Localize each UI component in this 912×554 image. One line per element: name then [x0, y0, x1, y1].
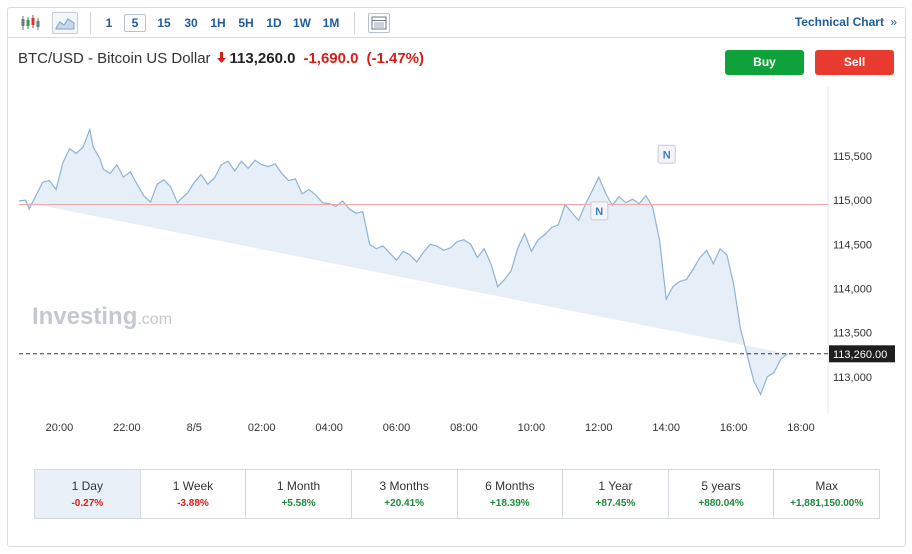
current-price-tag: 113,260.00 — [829, 345, 895, 363]
x-tick-label: 22:00 — [113, 422, 141, 434]
period-change: +5.58% — [281, 498, 316, 509]
x-tick-label: 16:00 — [720, 422, 748, 434]
period-change: -3.88% — [177, 498, 209, 509]
y-tick-label: 114,000 — [833, 283, 872, 295]
x-tick-label: 14:00 — [652, 422, 680, 434]
toolbar-divider — [90, 12, 91, 34]
x-tick-label: 06:00 — [383, 422, 411, 434]
x-tick-label: 20:00 — [46, 422, 74, 434]
period-label: 1 Day — [71, 479, 103, 493]
y-tick-label: 115,500 — [833, 151, 872, 163]
news-marker[interactable]: N — [590, 201, 609, 221]
y-tick-label: 113,000 — [833, 372, 872, 384]
x-tick-label: 18:00 — [787, 422, 815, 434]
period-label: 1 Week — [172, 479, 214, 493]
period-change: +18.39% — [489, 498, 530, 509]
last-price: 113,260.0 — [229, 50, 296, 67]
period-change: +1,881,150.00% — [790, 498, 864, 509]
y-tick-label: 115,000 — [833, 195, 872, 207]
price-line — [18, 127, 788, 396]
toolbar-divider — [354, 12, 355, 34]
candlestick-icon[interactable] — [18, 12, 42, 34]
interval-1h-button[interactable]: 1H — [210, 16, 226, 30]
down-arrow-icon — [216, 51, 226, 66]
interval-1m-button[interactable]: 1M — [322, 16, 340, 30]
x-tick-label: 04:00 — [315, 422, 343, 434]
x-tick-label: 8/5 — [187, 422, 202, 434]
period-3-months[interactable]: 3 Months +20.41% — [352, 470, 458, 518]
watermark-text: Investing — [32, 303, 137, 330]
svg-text:N: N — [663, 149, 671, 161]
price-change-percent: (-1.47%) — [366, 50, 425, 67]
sell-button[interactable]: Sell — [815, 50, 894, 75]
interval-1-button[interactable]: 1 — [105, 16, 113, 30]
period-1-week[interactable]: 1 Week -3.88% — [141, 470, 247, 518]
double-chevron-right-icon: » — [890, 15, 897, 29]
y-tick-label: 113,500 — [833, 328, 872, 340]
period-change: -0.27% — [71, 498, 104, 509]
watermark-suffix: .com — [137, 311, 172, 328]
period-change: +20.41% — [384, 498, 425, 509]
period-performance-table: 1 Day -0.27% 1 Week -3.88% 1 Month +5.58… — [34, 469, 880, 519]
area-chart-icon[interactable] — [52, 12, 78, 34]
period-6-months[interactable]: 6 Months +18.39% — [458, 470, 564, 518]
technical-chart-link[interactable]: Technical Chart » — [795, 15, 897, 29]
instrument-header: BTC/USD - Bitcoin US Dollar 113,260.0 -1… — [18, 50, 432, 67]
chart-widget-frame — [7, 7, 906, 547]
period-label: 1 Year — [598, 479, 633, 493]
period-1-month[interactable]: 1 Month +5.58% — [246, 470, 352, 518]
interval-5-button[interactable]: 5 — [124, 14, 146, 32]
x-tick-label: 10:00 — [518, 422, 546, 434]
interval-15-button[interactable]: 15 — [157, 16, 171, 30]
current-price-label: 113,260.00 — [833, 349, 887, 361]
period-1-year[interactable]: 1 Year +87.45% — [563, 470, 669, 518]
period-1-day[interactable]: 1 Day -0.27% — [35, 470, 141, 518]
y-tick-label: 114,500 — [833, 239, 872, 251]
period-label: Max — [815, 479, 839, 493]
x-tick-label: 12:00 — [585, 422, 613, 434]
interval-1w-button[interactable]: 1W — [293, 16, 311, 30]
interval-5h-button[interactable]: 5H — [238, 16, 254, 30]
interval-30-button[interactable]: 30 — [184, 16, 198, 30]
period-label: 3 Months — [379, 479, 429, 493]
svg-text:N: N — [595, 206, 603, 218]
table-view-icon[interactable] — [368, 13, 390, 33]
period-label: 1 Month — [276, 479, 321, 493]
technical-chart-label: Technical Chart — [794, 15, 884, 29]
period-change: +880.04% — [698, 498, 744, 509]
instrument-name: BTC/USD - Bitcoin US Dollar — [18, 50, 211, 67]
news-marker[interactable]: N — [657, 144, 676, 164]
watermark-logo: Investing.com — [32, 303, 172, 330]
period-change: +87.45% — [595, 498, 636, 509]
period-5-years[interactable]: 5 years +880.04% — [669, 470, 775, 518]
period-label: 6 Months — [485, 479, 535, 493]
interval-1d-button[interactable]: 1D — [266, 16, 282, 30]
price-change: -1,690.0 — [303, 50, 359, 67]
period-label: 5 years — [701, 479, 741, 493]
buy-button[interactable]: Buy — [725, 50, 804, 75]
chart-toolbar: 1 5 15 30 1H 5H 1D 1W 1M Technical Chart… — [8, 8, 905, 38]
x-tick-label: 08:00 — [450, 422, 478, 434]
price-area — [19, 129, 788, 395]
period-max[interactable]: Max +1,881,150.00% — [774, 470, 879, 518]
x-tick-label: 02:00 — [248, 422, 276, 434]
